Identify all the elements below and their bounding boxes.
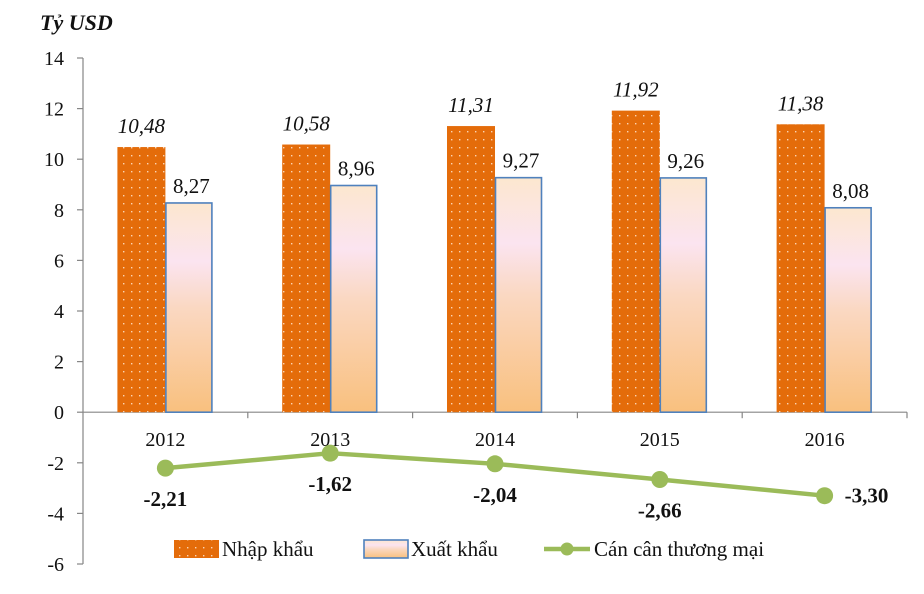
line-marker [321, 444, 339, 462]
bar-import [282, 144, 331, 413]
bar-import [447, 126, 495, 413]
line-point-label: -2,21 [144, 487, 188, 511]
bar-export-label: 8,27 [173, 174, 210, 198]
legend-label-import: Nhập khẩu [222, 537, 314, 561]
line-point-label: -1,62 [308, 472, 352, 496]
bar-export [824, 206, 872, 413]
y-tick-label: 2 [54, 352, 64, 374]
line-marker [651, 470, 669, 488]
x-tick-label: 2014 [475, 429, 515, 451]
bar-import [611, 110, 660, 413]
y-tick-label: 6 [54, 250, 64, 272]
legend-swatch-export [363, 539, 409, 559]
bar-export-label: 9,27 [503, 149, 540, 173]
line-marker [816, 487, 834, 505]
line-marker [486, 455, 504, 473]
bar-series [117, 110, 872, 414]
x-tick-label: 2015 [640, 429, 680, 451]
legend-label-balance: Cán cân thương mại [594, 537, 764, 561]
y-tick-label: -4 [47, 503, 64, 525]
bar-import [776, 124, 825, 413]
bar-export [659, 177, 708, 413]
x-tick-label: 2012 [145, 429, 185, 451]
y-tick-label: 12 [44, 99, 64, 121]
legend: Nhập khẩu Xuất khẩu Cán cân thương mại [174, 537, 764, 561]
bar-export-label: 8,08 [832, 179, 869, 203]
y-tick-label: 14 [44, 48, 64, 70]
bar-import-label: 11,92 [613, 78, 659, 102]
legend-label-export: Xuất khẩu [411, 537, 498, 561]
y-tick-label: 10 [44, 149, 64, 171]
bar-import-label: 11,31 [448, 93, 494, 117]
line-point-label: -3,30 [845, 484, 889, 508]
bar-import-label: 10,58 [283, 112, 331, 136]
y-tick-label: -6 [47, 554, 64, 576]
line-point-label: -2,04 [473, 483, 517, 507]
y-tick-label: -2 [47, 453, 64, 475]
axes: 14 12 10 8 6 4 2 0 -2 -4 -6 2012 2013 2014 2015 2016 [44, 48, 908, 576]
legend-swatch-import [174, 540, 219, 558]
y-tick-label: 4 [54, 301, 64, 323]
bar-import-label: 11,38 [778, 91, 824, 115]
y-axis-title: Tỷ USD [40, 10, 113, 35]
bar-export-label: 8,96 [338, 157, 375, 181]
y-tick-label: 8 [54, 200, 64, 222]
bar-import-label: 10,48 [118, 114, 166, 138]
data-labels: 10,48 8,27 10,58 8,96 11,31 9,27 11,92 9,26 11,3… [118, 78, 889, 523]
bar-export [329, 184, 378, 413]
bar-export [494, 176, 543, 414]
bar-export-label: 9,26 [667, 149, 704, 173]
line-series [156, 444, 834, 505]
x-tick-label: 2013 [310, 429, 350, 451]
line-point-label: -2,66 [638, 498, 682, 522]
y-tick-label: 0 [54, 402, 64, 424]
bar-import [117, 147, 166, 413]
x-tick-label: 2016 [805, 429, 845, 451]
bar-export [165, 202, 213, 413]
line-marker [156, 459, 174, 477]
